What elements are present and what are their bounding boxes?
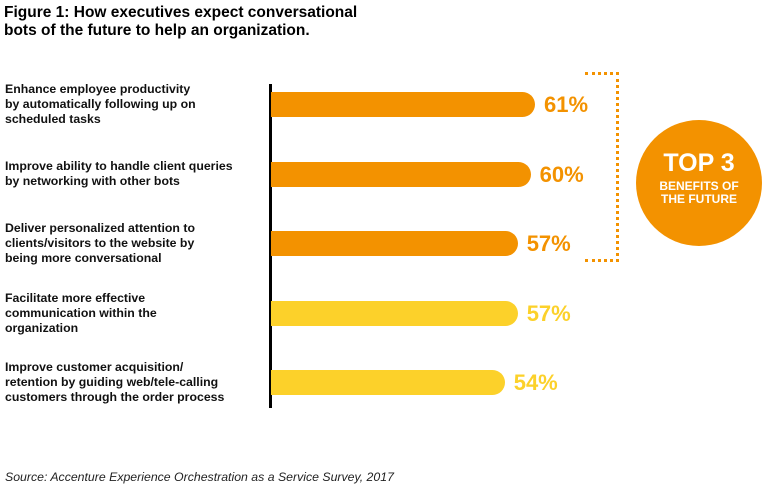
figure-title: Figure 1: How executives expect conversa… [4,4,424,40]
value-label-3: 57% [526,231,571,256]
bar-2 [271,161,531,187]
category-label-4-line-2: communication within the [5,305,157,320]
category-label-4: Facilitate more effective communication w… [5,291,260,336]
badge-line-2: BENEFITS OF [659,179,739,193]
bar-1 [271,92,535,117]
figure-title-line-2: bots of the future to help an organizati… [4,22,310,39]
top-three-dotted-bracket [585,72,619,262]
category-label-1-line-2: by automatically following up on [5,97,196,111]
category-label-5-line-2: retention by guiding web/tele-calling [5,375,219,389]
value-label-5: 54% [513,370,558,395]
category-label-5-line-3: customers through the order process [5,390,225,404]
value-label-4: 57% [526,300,571,326]
category-label-2-line-2: by networking with other bots [5,174,180,188]
value-label-2: 60% [539,161,584,187]
category-label-1-line-1: Enhance employee productivity [5,82,191,96]
category-label-3-line-3: being more conversational [5,251,162,265]
category-label-4-line-1: Facilitate more effective [5,290,146,305]
category-label-3: Deliver personalized attention to clients… [5,221,260,266]
category-axis-line [269,84,272,408]
category-label-3-line-1: Deliver personalized attention to [5,221,195,235]
category-label-2-line-1: Improve ability to handle client queries [5,159,233,173]
category-label-1: Enhance employee productivity by automati… [5,82,260,127]
category-label-5-line-1: Improve customer acquisition/ [5,360,184,374]
bar-5 [271,370,505,395]
bar-3 [271,231,518,256]
badge-line-3: THE FUTURE [661,192,737,206]
figure-title-line-1: Figure 1: How executives expect conversa… [4,4,358,21]
category-label-3-line-2: clients/visitors to the website by [5,236,195,250]
badge-line-1: TOP 3 [663,149,735,177]
category-label-4-line-3: organization [5,320,79,335]
value-label-1: 61% [544,92,589,117]
category-label-5: Improve customer acquisition/retention b… [5,360,260,405]
bar-4 [271,300,518,326]
top-three-badge: TOP 3 BENEFITS OF THE FUTURE [636,120,762,246]
category-label-1-line-3: scheduled tasks [5,112,101,126]
source-note: Source: Accenture Experience Orchestrati… [5,470,394,484]
category-label-2: Improve ability to handle client queries… [5,159,260,189]
